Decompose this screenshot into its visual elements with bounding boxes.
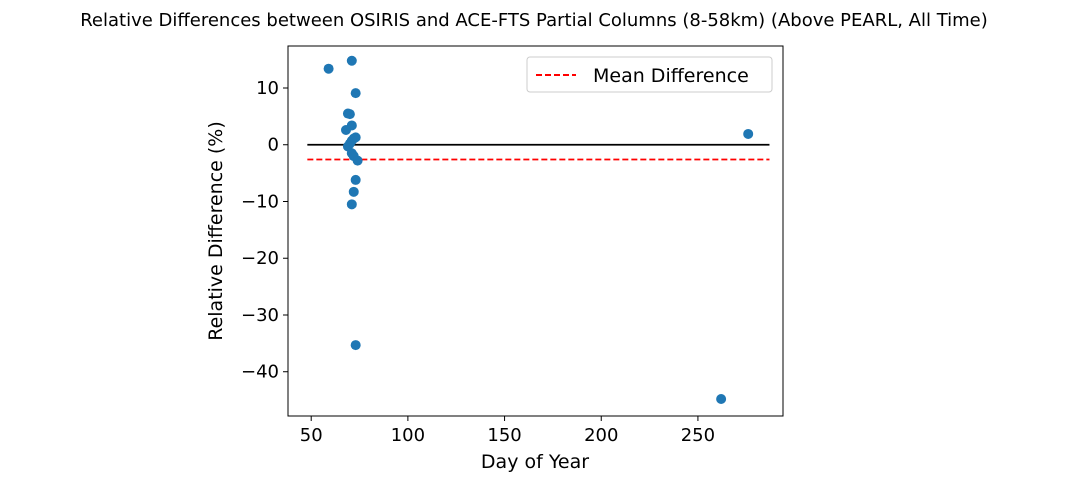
y-tick-label: −10 [241, 191, 279, 212]
y-tick-label: 0 [268, 135, 279, 156]
legend-label-mean-difference: Mean Difference [593, 65, 749, 87]
plot-area-frame [287, 45, 784, 417]
chart-title: Relative Differences between OSIRIS and … [80, 10, 988, 31]
data-point [743, 128, 754, 139]
y-tick-label: −20 [241, 248, 279, 269]
data-point [350, 88, 361, 99]
data-point [352, 155, 363, 166]
y-tick-label: −30 [241, 305, 279, 326]
x-axis-label: Day of Year [481, 451, 589, 473]
x-tick-label: 100 [391, 425, 425, 446]
y-tick-label: 10 [256, 78, 279, 99]
data-point [341, 124, 352, 135]
y-tick-label: −40 [241, 362, 279, 383]
y-axis-label: Relative Difference (%) [205, 121, 227, 341]
x-tick-label: 50 [300, 425, 323, 446]
data-point [346, 199, 357, 210]
data-point [323, 63, 334, 74]
data-point [348, 186, 359, 197]
data-point [716, 393, 727, 404]
legend-box [526, 56, 773, 93]
x-tick-label: 150 [487, 425, 521, 446]
data-point [350, 174, 361, 185]
legend: Mean Difference [526, 56, 773, 93]
x-tick-label: 200 [584, 425, 618, 446]
data-point [346, 55, 357, 66]
x-tick-label: 250 [681, 425, 715, 446]
data-point [350, 340, 361, 351]
data-point [344, 109, 355, 120]
